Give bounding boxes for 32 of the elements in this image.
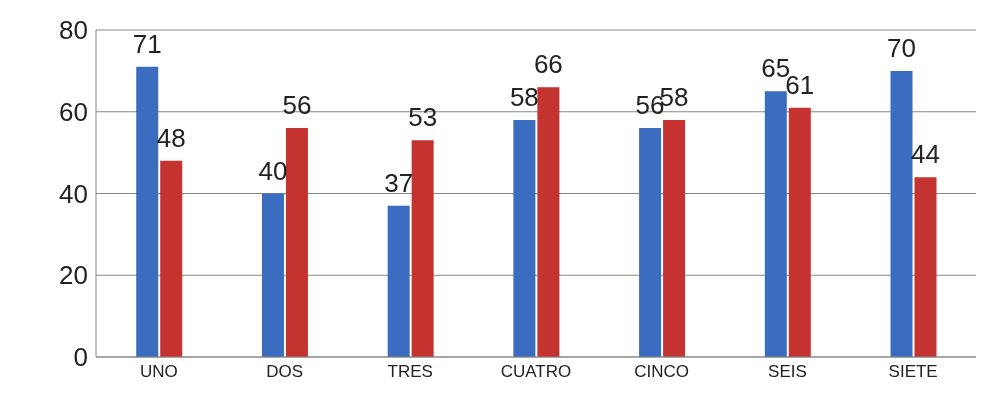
y-tick-label: 60	[59, 96, 88, 127]
y-tick-label: 20	[59, 260, 88, 291]
bar	[411, 140, 434, 357]
bar	[261, 193, 284, 357]
bar	[537, 87, 560, 357]
x-tick-label: SEIS	[768, 362, 807, 382]
bar	[914, 177, 937, 357]
data-label: 70	[887, 32, 916, 63]
bar	[639, 128, 662, 357]
bar	[285, 128, 308, 357]
bar	[136, 66, 159, 357]
x-tick-label: TRES	[387, 362, 433, 382]
bar	[764, 91, 787, 357]
y-tick-label: 40	[59, 178, 88, 209]
x-tick-label: CUATRO	[500, 362, 572, 382]
data-label: 56	[282, 90, 312, 121]
data-label: 66	[533, 49, 563, 80]
bar	[513, 119, 536, 357]
data-label: 37	[384, 167, 414, 198]
bar	[890, 70, 913, 357]
bar	[160, 160, 183, 357]
x-tick-label: SIETE	[888, 362, 938, 382]
y-tick-label: 0	[73, 342, 88, 373]
bar	[387, 205, 410, 357]
data-label: 71	[132, 28, 162, 59]
bar	[788, 107, 811, 357]
bar	[663, 119, 686, 357]
x-tick-label: DOS	[266, 362, 303, 382]
data-label: 53	[408, 102, 438, 133]
x-tick-label: CINCO	[634, 362, 690, 382]
y-tick-label: 80	[59, 15, 88, 46]
x-tick-label: UNO	[139, 362, 178, 382]
